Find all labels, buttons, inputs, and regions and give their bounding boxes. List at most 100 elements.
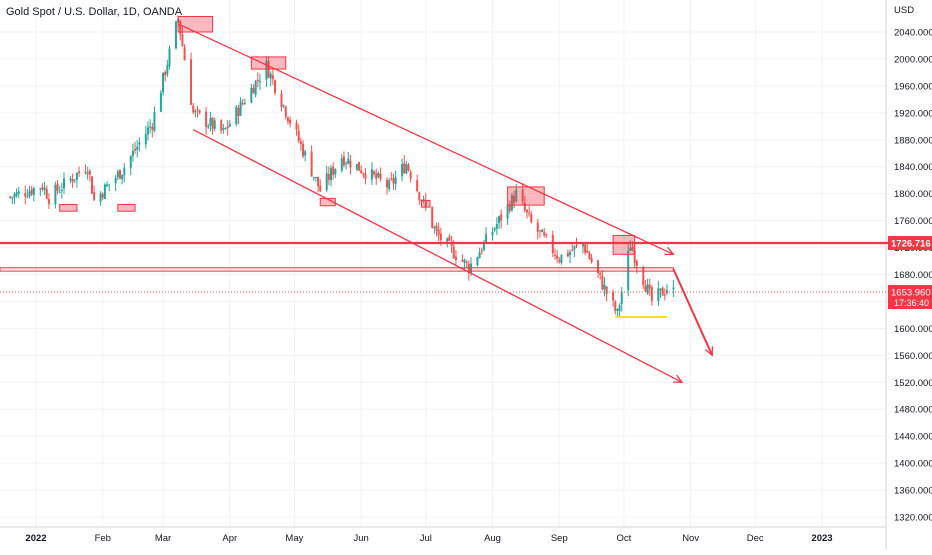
channel-upper-line — [177, 23, 674, 255]
candle — [435, 222, 438, 237]
candle — [134, 141, 137, 154]
candle-body — [9, 196, 12, 198]
candle — [209, 111, 212, 132]
candle — [334, 168, 337, 179]
candle — [310, 145, 313, 177]
candle — [250, 84, 253, 104]
candle-body — [469, 263, 472, 274]
candle-body — [136, 146, 139, 150]
candle — [362, 172, 365, 179]
candle — [364, 168, 367, 185]
candle-body — [86, 172, 89, 175]
candle-body — [422, 198, 425, 200]
y-tick-label: 1320.000 — [894, 513, 932, 524]
candle-body — [78, 171, 81, 174]
candle-body — [588, 252, 591, 259]
highlight-box — [59, 203, 78, 212]
candle — [482, 240, 485, 252]
candle — [93, 185, 96, 202]
candle-body — [599, 272, 602, 275]
x-tick-label: Jun — [354, 533, 369, 544]
candle — [30, 185, 33, 197]
candle-body — [409, 171, 412, 179]
candle-body — [584, 244, 587, 253]
candle-body — [620, 291, 623, 305]
candle — [131, 143, 134, 162]
candle — [15, 188, 18, 198]
candle — [243, 98, 246, 105]
candle — [136, 140, 139, 158]
candle — [121, 174, 124, 185]
candle-body — [129, 156, 132, 168]
candle-body — [663, 294, 666, 296]
candle — [43, 181, 46, 196]
candle — [75, 172, 78, 188]
candle-body — [465, 261, 468, 264]
candle-body — [99, 193, 102, 202]
candle — [174, 20, 177, 50]
candle-body — [590, 258, 593, 263]
x-tick-label: 2022 — [25, 533, 46, 544]
candle — [222, 123, 225, 135]
candle — [599, 272, 602, 280]
x-tick-label: Dec — [747, 533, 764, 544]
x-tick-label: May — [285, 533, 303, 544]
candle — [543, 228, 546, 238]
candle — [370, 162, 373, 185]
candle-body — [377, 173, 380, 177]
candle-body — [407, 164, 410, 171]
candle-body — [418, 192, 421, 201]
candle-body — [523, 202, 526, 211]
candle — [108, 184, 111, 192]
candle-body — [15, 192, 18, 196]
candle — [401, 158, 404, 181]
y-tick-label: 1480.000 — [894, 405, 932, 416]
candle-body — [362, 173, 365, 175]
candle-body — [631, 246, 634, 251]
candle — [239, 97, 242, 117]
candle — [205, 107, 208, 135]
candle — [454, 250, 457, 267]
candle — [235, 105, 238, 127]
candle — [556, 250, 559, 264]
candle-body — [286, 117, 289, 122]
y-axis-label: USD — [894, 5, 914, 16]
candle — [523, 195, 526, 213]
candle — [500, 209, 503, 229]
candle — [144, 126, 147, 149]
x-tick-label: Jul — [420, 533, 432, 544]
candle-body — [454, 256, 457, 260]
candle — [448, 234, 451, 241]
candle-body — [314, 176, 317, 178]
candle-body — [310, 151, 313, 177]
candle-body — [569, 251, 572, 256]
candle-body — [439, 233, 442, 241]
y-tick-label: 1920.000 — [894, 108, 932, 119]
candle — [9, 195, 12, 200]
candle-body — [32, 187, 35, 195]
candle-body — [446, 238, 449, 243]
candle — [90, 175, 93, 194]
candle-body — [386, 179, 389, 188]
candle — [525, 209, 528, 219]
candle-body — [482, 241, 485, 251]
highlight-box — [177, 16, 214, 33]
candle-body — [241, 102, 244, 104]
candle — [588, 250, 591, 260]
candle — [657, 280, 660, 306]
candle — [228, 120, 231, 128]
candle-body — [280, 93, 283, 108]
candle — [116, 169, 119, 181]
highlight-box — [117, 203, 136, 212]
channel-upper-arrow — [664, 246, 675, 256]
candle-body — [493, 228, 496, 231]
candle — [256, 72, 259, 88]
candle-body — [510, 195, 513, 211]
candle — [360, 165, 363, 175]
candle-body — [435, 225, 438, 231]
candle — [663, 288, 666, 301]
y-tick-label: 1880.000 — [894, 135, 932, 146]
candle-body — [448, 236, 451, 241]
